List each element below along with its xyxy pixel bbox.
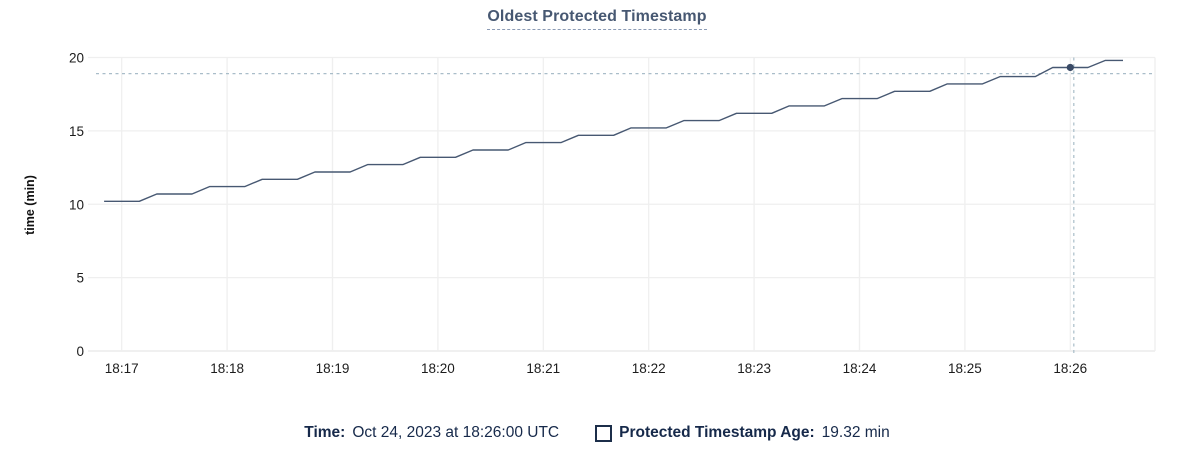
x-tick-label: 18:19 [316,361,350,376]
y-tick-label: 10 [69,197,84,212]
line-chart-plot-area[interactable]: 0 5 10 15 20 18:17 18:18 18:19 18:20 18:21 18:22 18… [0,40,1194,385]
chart-title[interactable]: Oldest Protected Timestamp [487,8,707,30]
legend-series-label: Protected Timestamp Age: [619,424,815,441]
legend-time-value: Oct 24, 2023 at 18:26:00 UTC [352,424,560,441]
legend-time-label: Time: [304,424,346,441]
x-tick-label: 18:26 [1053,361,1087,376]
x-tick-label: 18:21 [526,361,560,376]
x-tick-label: 18:24 [843,361,877,376]
chart-legend: Time: Oct 24, 2023 at 18:26:00 UTC Prote… [0,424,1194,442]
y-tick-label: 15 [69,124,84,139]
y-tick-label: 20 [69,51,84,66]
chart-header: Oldest Protected Timestamp [0,8,1194,30]
legend-series-toggle[interactable]: Protected Timestamp Age: 19.32 min [595,424,890,442]
x-tick-label: 18:23 [737,361,771,376]
x-tick-label: 18:20 [421,361,455,376]
series-checkbox-icon[interactable] [595,424,613,442]
x-tick-label: 18:22 [632,361,666,376]
legend-series-value: 19.32 min [821,424,890,441]
y-tick-label: 0 [76,344,84,359]
x-tick-label: 18:25 [948,361,982,376]
x-tick-label: 18:17 [105,361,139,376]
y-tick-label: 5 [76,271,84,286]
hover-point-dot [1066,63,1074,72]
series-line [104,59,1123,203]
x-tick-label: 18:18 [210,361,244,376]
